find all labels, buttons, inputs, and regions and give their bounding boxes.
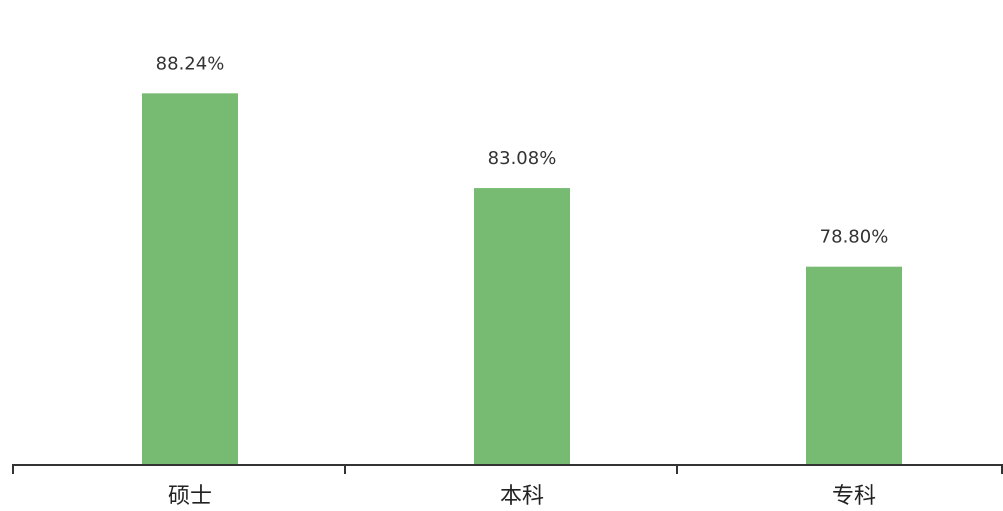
category-labels-layer: 硕士 本科 专科 xyxy=(168,484,876,509)
data-label-2: 83.08% xyxy=(488,148,557,169)
category-label-1: 硕士 xyxy=(168,484,212,509)
data-label-3: 78.80% xyxy=(820,227,889,248)
data-label-1: 88.24% xyxy=(156,53,225,74)
x-axis xyxy=(12,464,1003,474)
bar-3 xyxy=(806,266,902,465)
bars-layer xyxy=(142,93,902,466)
bar-1 xyxy=(142,93,238,465)
bar-2 xyxy=(474,188,570,466)
category-label-3: 专科 xyxy=(832,484,876,509)
category-label-2: 本科 xyxy=(500,484,544,509)
value-labels-layer: 88.24% 83.08% 78.80% xyxy=(156,53,889,247)
